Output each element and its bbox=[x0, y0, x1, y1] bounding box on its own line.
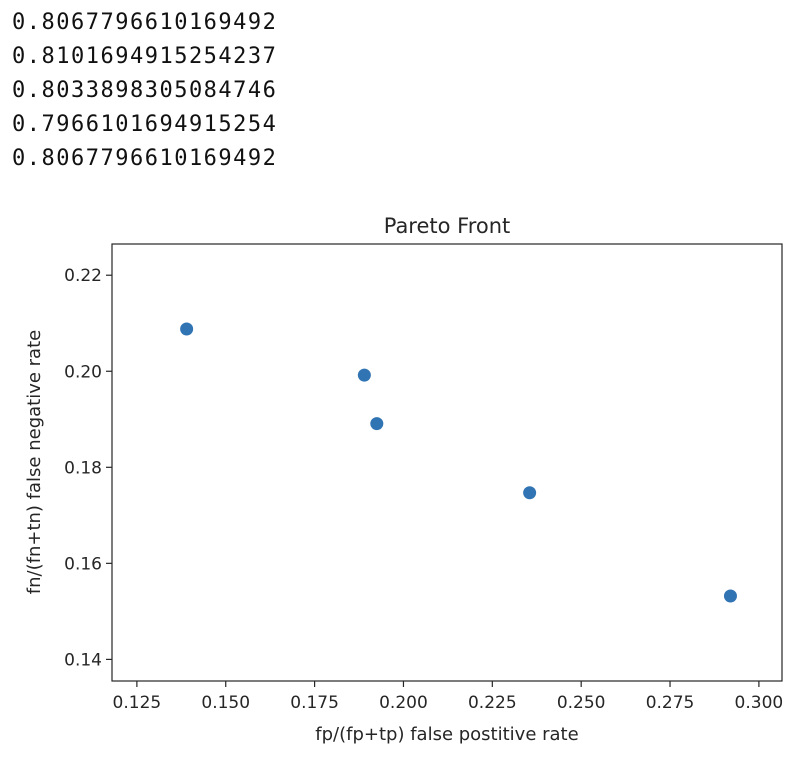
x-tick-label: 0.300 bbox=[735, 693, 784, 713]
y-tick-label: 0.22 bbox=[64, 266, 102, 286]
output-line: 0.7966101694915254 bbox=[12, 112, 278, 137]
y-tick-label: 0.20 bbox=[64, 362, 102, 382]
data-point bbox=[370, 417, 384, 431]
output-line: 0.8067796610169492 bbox=[12, 146, 278, 171]
x-tick-label: 0.225 bbox=[468, 693, 517, 713]
data-point bbox=[357, 368, 371, 382]
y-axis: 0.14 0.16 0.18 0.20 0.22 bbox=[64, 266, 112, 670]
x-axis-label: fp/(fp+tp) false postitive rate bbox=[315, 724, 578, 745]
x-tick-label: 0.150 bbox=[201, 693, 250, 713]
cell-output: 0.8067796610169492 0.8101694915254237 0.… bbox=[12, 6, 277, 176]
scatter-points bbox=[180, 322, 737, 603]
x-tick-label: 0.200 bbox=[379, 693, 428, 713]
chart-title: Pareto Front bbox=[384, 214, 511, 238]
x-axis: 0.125 0.150 0.175 0.200 0.225 0.250 0.275 0.300 bbox=[113, 681, 784, 713]
y-tick-label: 0.14 bbox=[64, 650, 102, 670]
y-tick-label: 0.16 bbox=[64, 554, 102, 574]
data-point bbox=[523, 486, 537, 500]
output-line: 0.8033898305084746 bbox=[12, 78, 278, 103]
output-line: 0.8101694915254237 bbox=[12, 44, 278, 69]
plot-area bbox=[111, 243, 783, 682]
data-point bbox=[723, 589, 737, 603]
x-tick-label: 0.175 bbox=[290, 693, 339, 713]
y-axis-label: fn/(fn+tn) false negative rate bbox=[24, 330, 45, 594]
x-tick-label: 0.275 bbox=[646, 693, 695, 713]
y-tick-label: 0.18 bbox=[64, 458, 102, 478]
pareto-front-chart: Pareto Front 0.125 0.150 0.175 0.200 0.225 0.… bbox=[24, 214, 784, 745]
output-line: 0.8067796610169492 bbox=[12, 10, 278, 35]
x-tick-label: 0.250 bbox=[557, 693, 606, 713]
x-tick-label: 0.125 bbox=[113, 693, 162, 713]
data-point bbox=[180, 322, 194, 336]
